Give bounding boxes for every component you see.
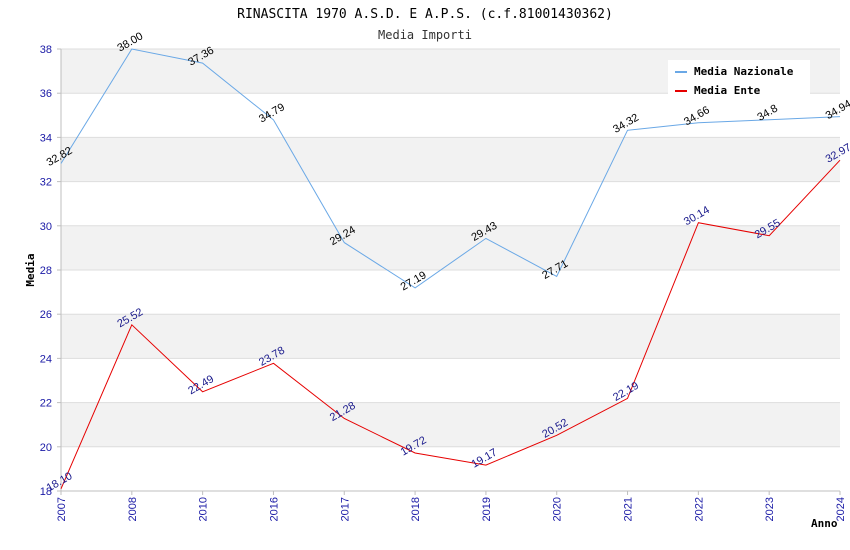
- y-tick-label: 22: [40, 398, 52, 410]
- grid-band: [61, 358, 840, 403]
- x-tick-label: 2019: [481, 497, 493, 521]
- x-tick-label: 2016: [268, 497, 280, 521]
- x-tick-label: 2024: [835, 497, 847, 521]
- series-line-nazionale: [60, 48, 841, 289]
- y-tick-label: 36: [40, 88, 52, 100]
- y-tick-label: 34: [40, 132, 52, 144]
- series-lines: [60, 48, 841, 489]
- x-tick-label: 2017: [339, 497, 351, 521]
- x-tick-label: 2021: [623, 497, 635, 521]
- grid-band: [61, 314, 840, 359]
- chart-subtitle: Media Importi: [378, 28, 472, 42]
- grid-band: [61, 93, 840, 138]
- y-tick-label: 30: [40, 221, 52, 233]
- x-tick-label: 2020: [552, 497, 564, 521]
- grid-band: [61, 446, 840, 491]
- y-tick-label: 18: [40, 486, 52, 498]
- y-tick-label: 28: [40, 265, 52, 277]
- legend-box: [668, 60, 810, 96]
- x-tick-label: 2007: [56, 497, 68, 521]
- x-tick-label: 2022: [693, 497, 705, 521]
- x-tick-label: 2010: [198, 497, 210, 521]
- y-tick-label: 32: [40, 177, 52, 189]
- x-tick-label: 2008: [127, 497, 139, 521]
- y-tick-label: 38: [40, 44, 52, 56]
- y-tick-label: 24: [40, 353, 52, 365]
- y-tick-labels: 18 20 22 24 26 28 30 32 34 36 38: [40, 44, 52, 498]
- x-tick-label: 2018: [410, 497, 422, 521]
- x-tick-labels: 2007 2008 2010 2016 2017 2018 2019 2020 2021 2022…: [56, 491, 847, 521]
- grid-band: [61, 181, 840, 226]
- y-tick-label: 26: [40, 309, 52, 321]
- x-tick-label: 2023: [764, 497, 776, 521]
- grid-band: [61, 402, 840, 447]
- x-axis-label: Anno: [811, 517, 838, 530]
- grid-band: [61, 137, 840, 182]
- chart-title: RINASCITA 1970 A.S.D. E A.P.S. (c.f.8100…: [237, 7, 613, 22]
- y-axis-label: Media: [24, 253, 37, 286]
- grid-bands: [61, 49, 840, 491]
- series-line-ente: [60, 159, 841, 489]
- grid-band: [61, 270, 840, 315]
- legend: Media Nazionale Media Ente: [668, 60, 810, 97]
- y-tick-label: 20: [40, 442, 52, 454]
- legend-label-ente: Media Ente: [694, 84, 761, 97]
- legend-label-nazionale: Media Nazionale: [694, 65, 794, 78]
